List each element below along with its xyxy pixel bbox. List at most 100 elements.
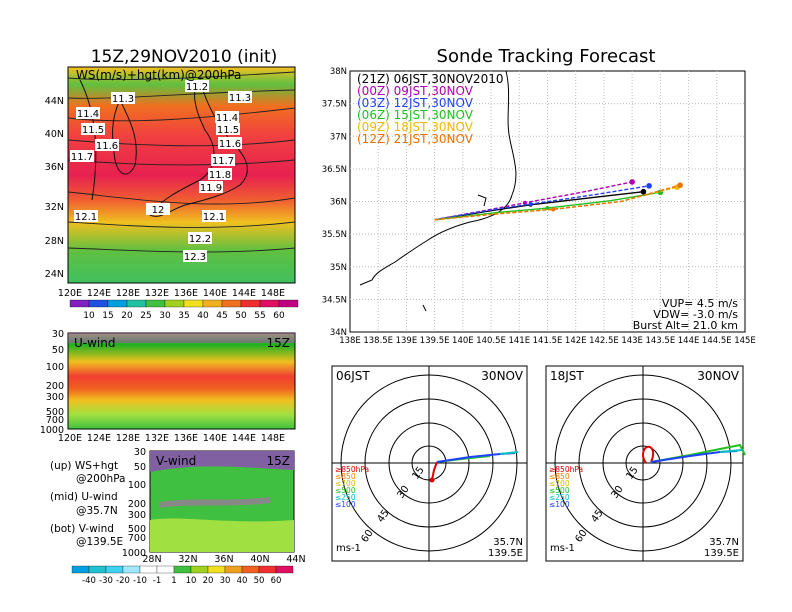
- colorbar-wind-swatch: [258, 565, 277, 574]
- polar-track: [499, 451, 519, 455]
- svg-text:11.7: 11.7: [71, 152, 93, 163]
- polar-track: [719, 449, 743, 453]
- polar-track: [431, 461, 438, 481]
- polar-legend-entry: ≤100: [335, 500, 356, 509]
- track-lat-tick: 36N: [330, 198, 347, 208]
- colorbar-wind-label: -1: [153, 576, 161, 586]
- colorbar-ws-label: 45: [216, 311, 227, 321]
- v-pressure-tick: 200: [128, 499, 146, 510]
- polar-legend-entry: ≤500: [549, 486, 570, 495]
- track-endpoint: [677, 182, 683, 188]
- contour-label: 11.7: [70, 150, 94, 163]
- contour-label: 11.3: [228, 91, 252, 104]
- legend-bot: (bot) V-wind: [50, 523, 114, 535]
- contour-label: 12: [146, 203, 170, 216]
- svg-text:11.4: 11.4: [77, 109, 99, 120]
- track-midpoint: [522, 200, 527, 205]
- colorbar-wind-label: -20: [116, 576, 130, 586]
- track-endpoint: [629, 179, 635, 185]
- track-legend-entry: (21Z) 06JST,30NOV2010: [357, 72, 503, 86]
- track-lon-tick: 144.5E: [702, 336, 732, 346]
- u-lon-tick: 128E: [116, 433, 140, 444]
- colorbar-ws-label: 30: [159, 311, 171, 321]
- colorbar-ws-label: 15: [102, 311, 113, 321]
- v-pressure-tick: 1000: [122, 548, 146, 559]
- colorbar-ws-label: 50: [235, 311, 247, 321]
- contour-label: 11.8: [208, 168, 232, 181]
- ws-lon-tick: 136E: [174, 288, 198, 299]
- polar-unit: ms-1: [550, 543, 575, 554]
- ws-lon-tick: 144E: [232, 288, 256, 299]
- u-lon-tick: 132E: [145, 433, 169, 444]
- track-legend: (21Z) 06JST,30NOV2010(00Z) 09JST,30NOV(0…: [357, 72, 503, 146]
- track-lon-tick: 142.5E: [589, 336, 619, 346]
- polar-start-point: [429, 477, 435, 483]
- track-legend-entry: (12Z) 21JST,30NOV: [357, 132, 474, 146]
- colorbar-ws-label: 35: [178, 311, 189, 321]
- polar-legend-entry: ≤500: [335, 486, 356, 495]
- v-wind-time: 15Z: [267, 454, 291, 468]
- svg-text:12.1: 12.1: [75, 212, 97, 223]
- colorbar-wind-swatch: [71, 565, 90, 574]
- track-lat-tick: 38N: [330, 67, 347, 77]
- track-lat-tick: 35N: [330, 263, 347, 273]
- polar-legend-entry: ≤850: [549, 472, 570, 481]
- colorbar-wind-swatch: [105, 565, 124, 574]
- colorbar-ws-swatch: [88, 299, 109, 308]
- colorbar-wind-swatch: [190, 565, 209, 574]
- colorbar-ws-swatch: [69, 299, 90, 308]
- colorbar-ws-swatch: [240, 299, 261, 308]
- contour-label: 12.1: [74, 210, 98, 223]
- track-legend-entry: (09Z) 18JST,30NOV: [357, 120, 474, 134]
- v-pressure-tick: 500: [128, 524, 146, 535]
- v-pressure-tick: 50: [134, 462, 146, 473]
- svg-text:11.6: 11.6: [219, 139, 241, 150]
- colorbar-wind-label: 1: [171, 576, 176, 586]
- v-lat-tick: 32N: [178, 554, 197, 565]
- colorbar-ws-swatch: [202, 299, 223, 308]
- track-endpoint: [640, 188, 647, 195]
- svg-text:11.5: 11.5: [217, 125, 239, 136]
- svg-text:11.3: 11.3: [112, 94, 134, 105]
- param-vup: VUP= 4.5 m/s: [662, 297, 738, 310]
- polar-lon: 139.5E: [488, 548, 523, 559]
- track-lon-tick: 143E: [621, 336, 643, 346]
- v-pressure-tick: 100: [128, 480, 146, 491]
- u-wind-time: 15Z: [267, 336, 291, 350]
- legend-mid: (mid) U-wind: [50, 491, 118, 503]
- u-lon-tick: 148E: [261, 433, 285, 444]
- ws-lat-tick: 36N: [45, 162, 64, 173]
- contour-label: 11.2: [185, 80, 209, 93]
- colorbar-wind-label: 30: [220, 576, 231, 586]
- param-vdw: VDW= -3.0 m/s: [653, 308, 738, 321]
- track-lat-tick: 34N: [330, 328, 347, 338]
- ws-lon-tick: 148E: [261, 288, 285, 299]
- ws-lat-tick: 44N: [45, 96, 64, 107]
- polar-track: [642, 445, 655, 464]
- colorbar-wind-swatch: [224, 565, 243, 574]
- colorbar-ws-label: 60: [273, 311, 285, 321]
- track-lon-tick: 139E: [396, 336, 418, 346]
- track-lon-tick: 144E: [678, 336, 700, 346]
- track-lon-tick: 145E: [734, 336, 756, 346]
- polar-legend-entry: ≤250: [549, 493, 570, 502]
- polar-legend-entry: ≤250: [335, 493, 356, 502]
- colorbar-ws-swatch: [278, 299, 299, 308]
- track-lon-tick: 138E: [339, 336, 361, 346]
- honshu-coast: [359, 70, 517, 312]
- track-legend-entry: (00Z) 09JST,30NOV: [357, 84, 474, 98]
- colorbar-wind-swatch: [156, 565, 175, 574]
- v-wind-label: V-wind: [156, 454, 196, 468]
- colorbar-ws-label: 10: [83, 311, 95, 321]
- colorbar-wind-label: -30: [99, 576, 113, 586]
- colorbar-ws-swatch: [183, 299, 204, 308]
- u-lon-tick: 136E: [174, 433, 198, 444]
- polar-date: 30NOV: [697, 369, 739, 383]
- svg-text:11.5: 11.5: [82, 125, 104, 136]
- polar-legend-entry: ≥850hPa: [549, 465, 583, 474]
- track-legend-entry: (03Z) 12JST,30NOV: [357, 96, 474, 110]
- u-pressure-tick: 200: [46, 381, 64, 392]
- u-pressure-tick: 100: [46, 362, 64, 373]
